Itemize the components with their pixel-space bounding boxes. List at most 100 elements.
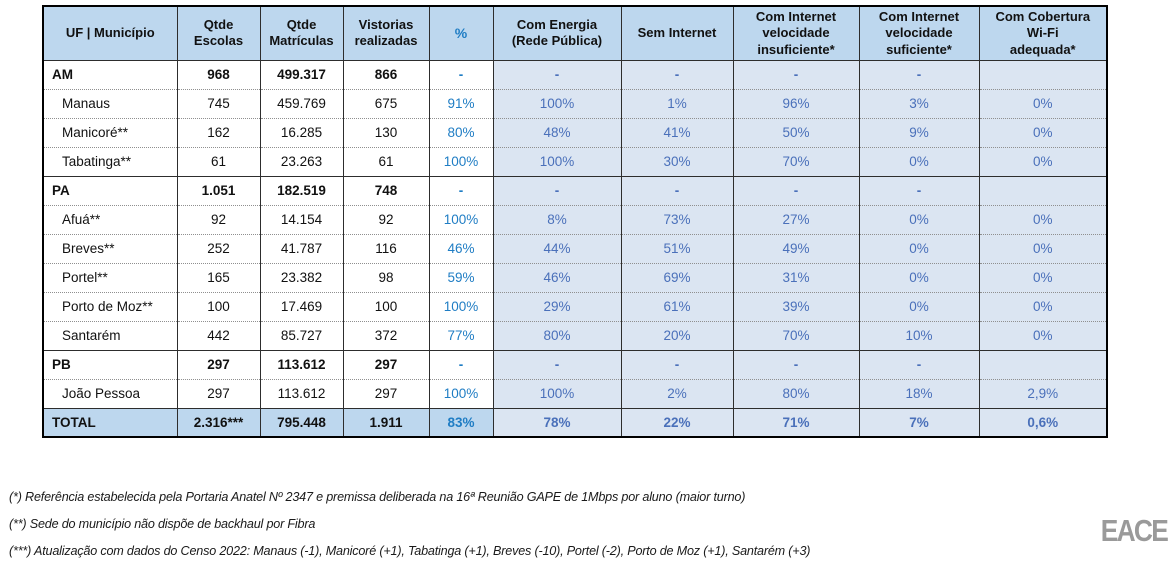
cell-qtde-escolas: 745 xyxy=(176,88,260,119)
row-label: Santarém xyxy=(42,320,177,351)
cell-vistorias-realizadas: 1.911 xyxy=(342,407,429,438)
cell-internet-insuficiente: 31% xyxy=(732,262,859,293)
cell-qtde-matriculas: 41.787 xyxy=(259,233,343,264)
cell-com-energia: 48% xyxy=(492,117,621,148)
row-label: TOTAL xyxy=(42,407,177,438)
cell-internet-insuficiente: 50% xyxy=(732,117,859,148)
cell-qtde-escolas: 252 xyxy=(176,233,260,264)
cell-com-energia: 80% xyxy=(492,320,621,351)
row-label: AM xyxy=(42,59,177,90)
row-label: Portel** xyxy=(42,262,177,293)
cell-sem-internet: 1% xyxy=(620,88,733,119)
cell-sem-internet: 20% xyxy=(620,320,733,351)
cell-internet-insuficiente: 70% xyxy=(732,320,859,351)
column-header-sem-internet: Sem Internet xyxy=(620,6,733,61)
cell-internet-suficiente: 0% xyxy=(858,233,979,264)
table-row-manaus: Manaus 745 459.769 675 91% 100% 1% 96% 3% 0% xyxy=(42,88,1107,119)
cell-internet-suficiente: 18% xyxy=(858,378,979,409)
cell-com-energia: 100% xyxy=(492,378,621,409)
cell-vistorias-realizadas: 748 xyxy=(342,175,429,206)
row-label: Porto de Moz** xyxy=(42,291,177,322)
table-row-pb: PB 297 113.612 297- - - - - xyxy=(42,349,1107,380)
cell-qtde-escolas: 162 xyxy=(176,117,260,148)
column-header-wifi-adequada: Com Cobertura Wi-Fi adequada* xyxy=(978,6,1107,61)
cell-wifi-adequada: 0% xyxy=(978,291,1107,322)
cell-qtde-matriculas: 23.263 xyxy=(259,146,343,177)
cell-percent: 100% xyxy=(428,146,493,177)
cell-com-energia: 46% xyxy=(492,262,621,293)
cell-percent: 91% xyxy=(428,88,493,119)
cell-com-energia: - xyxy=(492,175,621,206)
cell-percent: - xyxy=(428,59,493,90)
header-row: UF | Município Qtde Escolas Qtde Matrícu… xyxy=(42,6,1107,61)
cell-qtde-escolas: 442 xyxy=(176,320,260,351)
row-label: PB xyxy=(42,349,177,380)
cell-sem-internet: 69% xyxy=(620,262,733,293)
table-row-manicore: Manicoré** 162 16.285 130 80% 48% 41% 50% 9% 0% xyxy=(42,117,1107,148)
cell-vistorias-realizadas: 130 xyxy=(342,117,429,148)
row-label: Afuá** xyxy=(42,204,177,235)
cell-wifi-adequada xyxy=(978,59,1107,90)
cell-internet-insuficiente: 49% xyxy=(732,233,859,264)
row-label: PA xyxy=(42,175,177,206)
cell-qtde-matriculas: 23.382 xyxy=(259,262,343,293)
cell-internet-suficiente: - xyxy=(858,59,979,90)
cell-internet-insuficiente: 96% xyxy=(732,88,859,119)
cell-percent: 100% xyxy=(428,291,493,322)
cell-percent: 100% xyxy=(428,204,493,235)
cell-wifi-adequada: 0% xyxy=(978,233,1107,264)
cell-qtde-matriculas: 17.469 xyxy=(259,291,343,322)
column-header-qtde-escolas: Qtde Escolas xyxy=(176,6,260,61)
table-body: AM 968 499.317 866- - - - - Manaus 745 459.769 675 9… xyxy=(42,59,1107,438)
cell-qtde-matriculas: 113.612 xyxy=(259,349,343,380)
cell-vistorias-realizadas: 98 xyxy=(342,262,429,293)
cell-vistorias-realizadas: 675 xyxy=(342,88,429,119)
table-row-joao-pessoa: João Pessoa 297 113.612 297 100% 100% 2% 80% 18%… xyxy=(42,378,1107,409)
table-row-afua: Afuá** 92 14.154 92 100% 8% 73% 27% 0% 0% xyxy=(42,204,1107,235)
column-header-qtde-matriculas: Qtde Matrículas xyxy=(259,6,343,61)
cell-internet-insuficiente: 71% xyxy=(732,407,859,438)
cell-sem-internet: - xyxy=(620,349,733,380)
cell-sem-internet: - xyxy=(620,175,733,206)
eace-logo: EACE xyxy=(1100,513,1169,548)
table-row-portel: Portel** 165 23.382 98 59% 46% 69% 31% 0% 0% xyxy=(42,262,1107,293)
row-label: Breves** xyxy=(42,233,177,264)
cell-internet-suficiente: 7% xyxy=(858,407,979,438)
cell-qtde-escolas: 968 xyxy=(176,59,260,90)
table-row-porto-de-moz: Porto de Moz** 100 17.469 100 100% 29% 61% 39% 0… xyxy=(42,291,1107,322)
cell-qtde-matriculas: 14.154 xyxy=(259,204,343,235)
table-row-am: AM 968 499.317 866- - - - - xyxy=(42,59,1107,90)
table-row-tabatinga: Tabatinga** 61 23.263 61 100% 100% 30% 70% 0% 0% xyxy=(42,146,1107,177)
cell-com-energia: 44% xyxy=(492,233,621,264)
cell-vistorias-realizadas: 372 xyxy=(342,320,429,351)
table-header: UF | Município Qtde Escolas Qtde Matrícu… xyxy=(42,6,1107,61)
cell-com-energia: 100% xyxy=(492,146,621,177)
cell-internet-suficiente: - xyxy=(858,349,979,380)
cell-internet-insuficiente: - xyxy=(732,59,859,90)
cell-internet-suficiente: 9% xyxy=(858,117,979,148)
footnote-anatel-reference: (*) Referência estabelecida pela Portari… xyxy=(9,489,746,504)
cell-internet-suficiente: 10% xyxy=(858,320,979,351)
cell-qtde-escolas: 297 xyxy=(176,349,260,380)
cell-qtde-matriculas: 85.727 xyxy=(259,320,343,351)
cell-internet-insuficiente: - xyxy=(732,175,859,206)
cell-sem-internet: 30% xyxy=(620,146,733,177)
cell-vistorias-realizadas: 100 xyxy=(342,291,429,322)
cell-com-energia: - xyxy=(492,59,621,90)
table-row-total: TOTAL 2.316*** 795.448 1.911 83% 78% 22% 71% 7% 0… xyxy=(42,407,1107,438)
cell-sem-internet: 73% xyxy=(620,204,733,235)
cell-internet-insuficiente: 27% xyxy=(732,204,859,235)
cell-percent: 46% xyxy=(428,233,493,264)
cell-wifi-adequada: 0% xyxy=(978,88,1107,119)
cell-percent: 83% xyxy=(428,407,493,438)
cell-internet-suficiente: 0% xyxy=(858,204,979,235)
column-header-internet-insuficiente: Com Internet velocidade insuficiente* xyxy=(732,6,859,61)
cell-qtde-escolas: 1.051 xyxy=(176,175,260,206)
cell-com-energia: 78% xyxy=(492,407,621,438)
column-header-internet-suficiente: Com Internet velocidade suficiente* xyxy=(858,6,979,61)
cell-internet-insuficiente: 70% xyxy=(732,146,859,177)
cell-internet-insuficiente: - xyxy=(732,349,859,380)
cell-sem-internet: 61% xyxy=(620,291,733,322)
cell-qtde-matriculas: 16.285 xyxy=(259,117,343,148)
cell-sem-internet: 22% xyxy=(620,407,733,438)
